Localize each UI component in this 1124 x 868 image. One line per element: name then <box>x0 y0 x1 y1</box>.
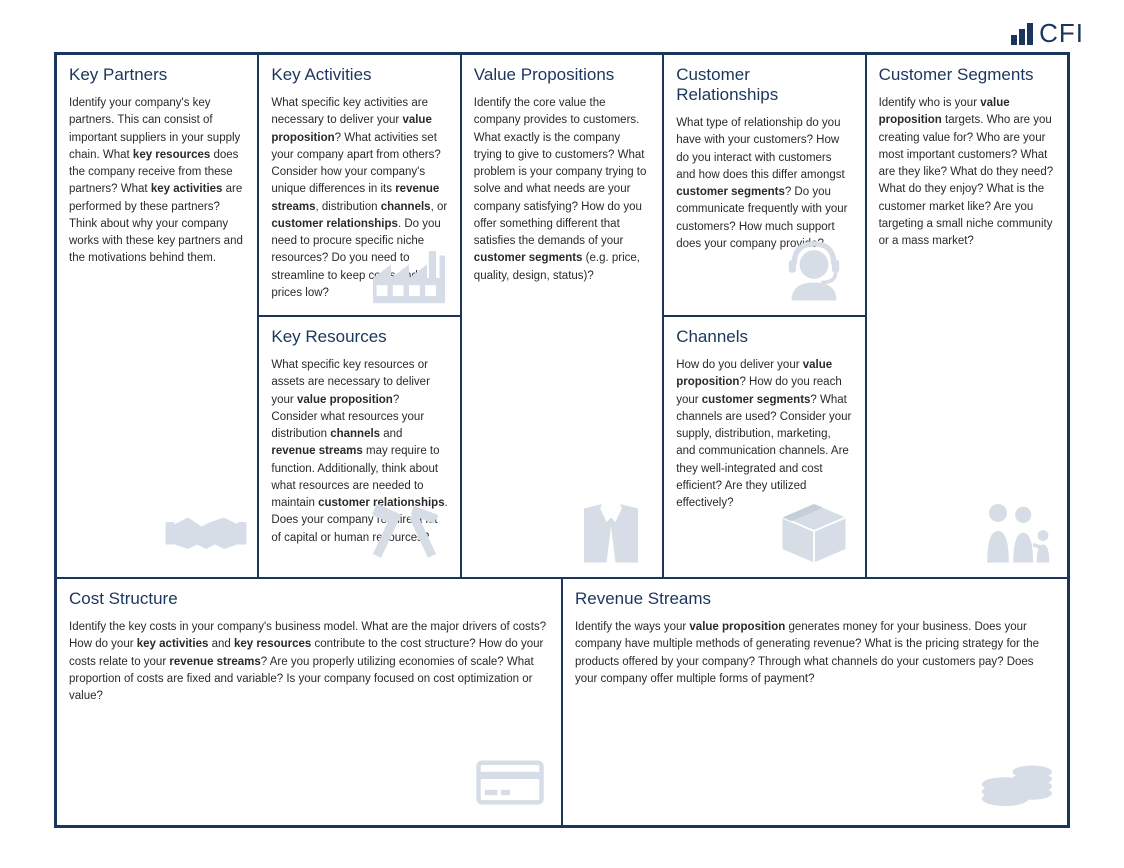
cell-channels: Channels How do you deliver your value p… <box>663 316 865 578</box>
cell-body: Identify the key costs in your company's… <box>69 619 549 705</box>
cell-body: Identify the core value the company prov… <box>474 95 650 285</box>
cell-customer-relationships: Customer Relationships What type of rela… <box>663 54 865 316</box>
cell-key-activities: Key Activities What specific key activit… <box>258 54 460 316</box>
cell-body: Identify the ways your value proposition… <box>575 619 1055 688</box>
cell-title: Value Propositions <box>474 65 650 85</box>
cell-cost-structure: Cost Structure Identify the key costs in… <box>56 578 562 826</box>
cell-body: Identify who is your value proposition t… <box>879 95 1055 250</box>
credit-card-icon <box>465 739 555 819</box>
coins-icon <box>971 739 1061 819</box>
cell-body: How do you deliver your value propositio… <box>676 357 852 512</box>
cell-title: Cost Structure <box>69 589 549 609</box>
brand-name: CFI <box>1039 18 1084 49</box>
cell-key-resources: Key Resources What specific key resource… <box>258 316 460 578</box>
cell-value-propositions: Value Propositions Identify the core val… <box>461 54 663 578</box>
cell-title: Key Resources <box>271 327 447 347</box>
cell-title: Revenue Streams <box>575 589 1055 609</box>
cell-title: Channels <box>676 327 852 347</box>
cell-body: What specific key activities are necessa… <box>271 95 447 302</box>
handshake-icon <box>161 491 251 571</box>
cell-revenue-streams: Revenue Streams Identify the ways your v… <box>562 578 1068 826</box>
suit-icon <box>566 491 656 571</box>
logo-bars-icon <box>1011 23 1033 45</box>
brand-logo: CFI <box>1011 18 1084 49</box>
cell-body: Identify your company's key partners. Th… <box>69 95 245 268</box>
cell-body: What specific key resources or assets ar… <box>271 357 447 547</box>
cell-title: Key Activities <box>271 65 447 85</box>
cell-customer-segments: Customer Segments Identify who is your v… <box>866 54 1068 578</box>
cell-title: Customer Segments <box>879 65 1055 85</box>
cell-body: What type of relationship do you have wi… <box>676 115 852 253</box>
business-model-canvas: Key Partners Identify your company's key… <box>54 52 1070 828</box>
cell-title: Key Partners <box>69 65 245 85</box>
family-icon <box>971 491 1061 571</box>
cell-key-partners: Key Partners Identify your company's key… <box>56 54 258 578</box>
cell-title: Customer Relationships <box>676 65 852 105</box>
